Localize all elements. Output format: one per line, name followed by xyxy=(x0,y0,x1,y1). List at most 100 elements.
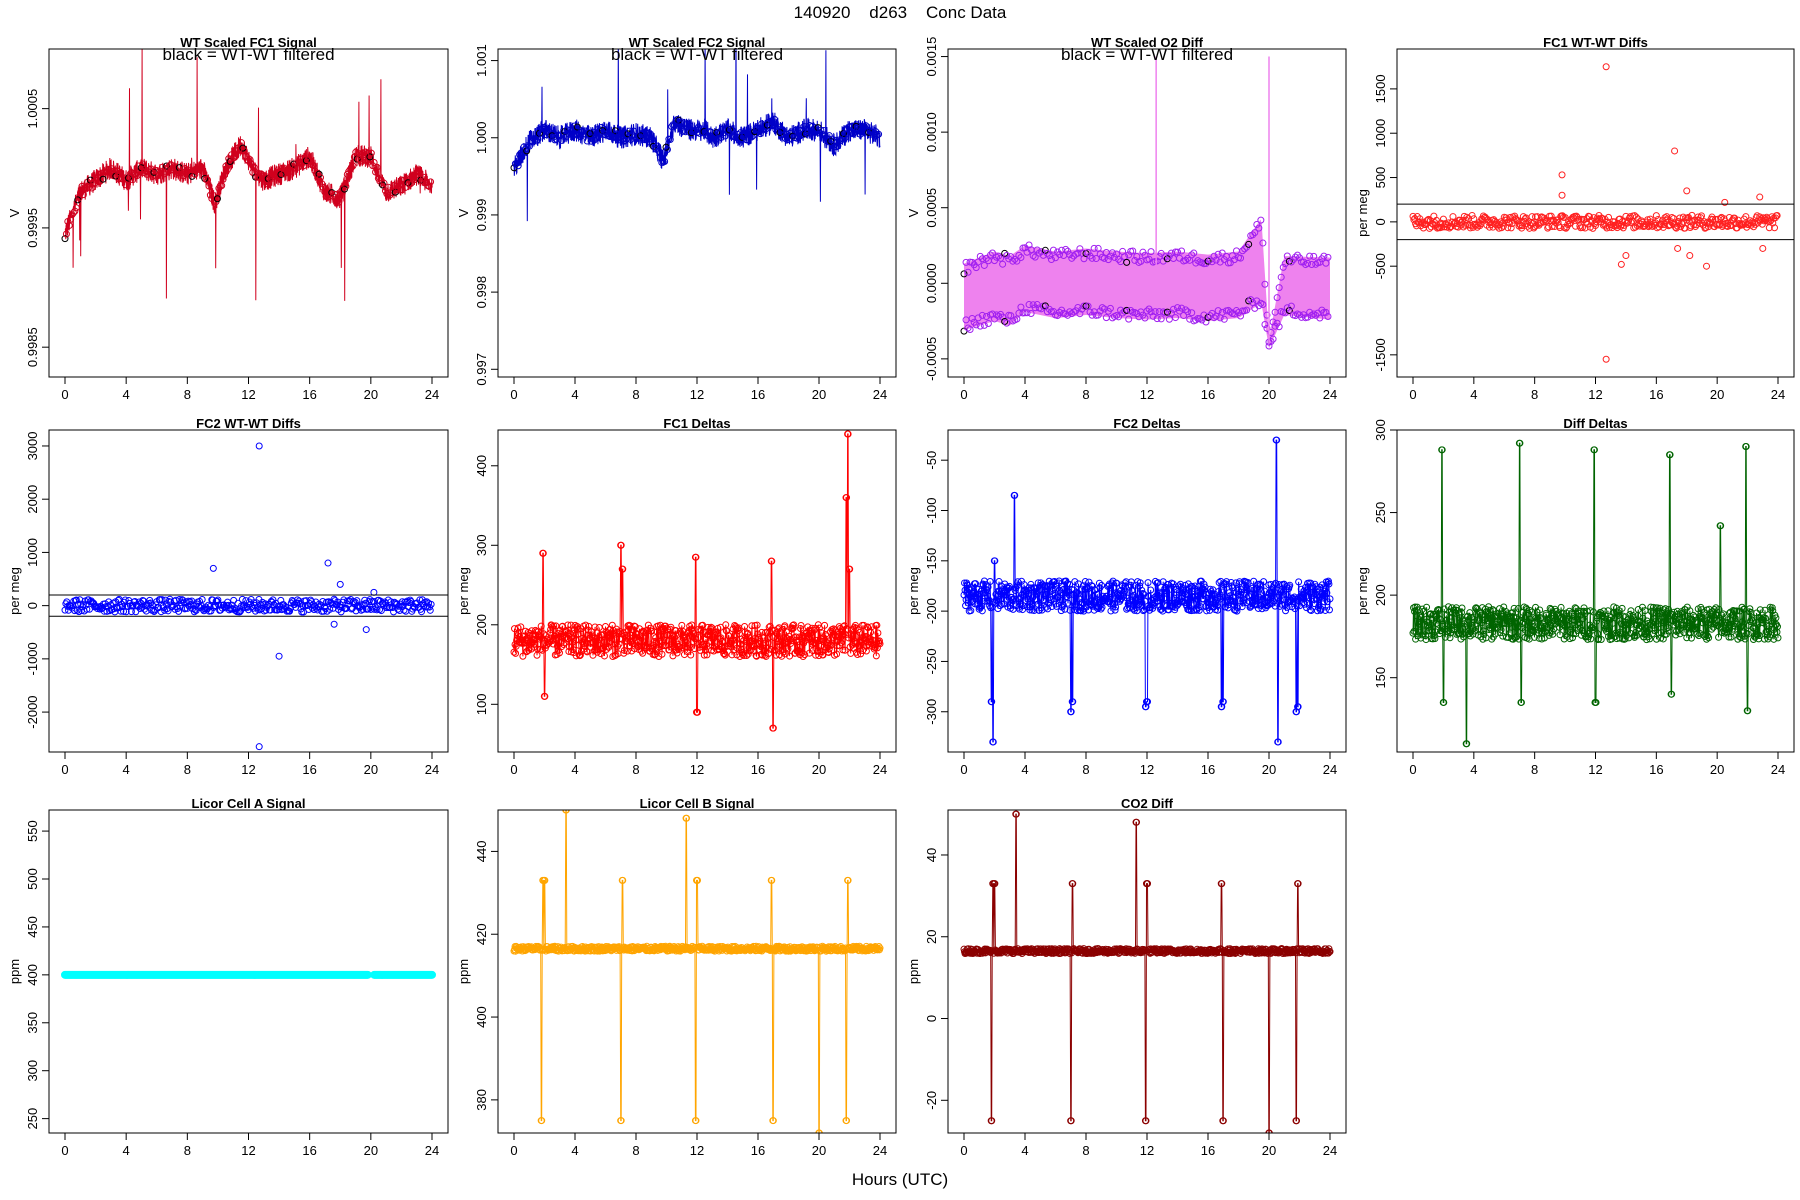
data-point xyxy=(342,182,350,190)
outlier-point xyxy=(1686,252,1694,260)
data-point xyxy=(977,603,985,611)
x-tick-label: 4 xyxy=(123,387,130,402)
panel-title: Diff Deltas xyxy=(1563,416,1627,431)
x-tick-label: 8 xyxy=(632,762,639,777)
y-tick-label: 1500 xyxy=(1373,74,1388,103)
y-tick-label: 250 xyxy=(25,1108,40,1130)
data-point xyxy=(1039,581,1047,589)
data-point xyxy=(1605,213,1613,221)
y-tick-label: 0.999 xyxy=(474,199,489,232)
plot-frame xyxy=(48,48,449,378)
data-point xyxy=(1161,253,1169,261)
data-point xyxy=(1660,618,1668,626)
data-point xyxy=(652,638,660,646)
y-tick-label: 0.0010 xyxy=(924,112,939,152)
data-point xyxy=(1228,584,1236,592)
x-tick-label: 12 xyxy=(690,387,704,402)
data-point xyxy=(1291,595,1299,603)
x-tick-label: 4 xyxy=(1470,387,1477,402)
data-point xyxy=(1218,703,1226,711)
data-point xyxy=(797,622,805,630)
data-point xyxy=(1224,604,1232,612)
data-point xyxy=(1501,619,1509,627)
data-point xyxy=(648,135,656,143)
data-point xyxy=(1627,219,1635,227)
data-point xyxy=(606,132,614,140)
x-tick-label: 0 xyxy=(61,762,68,777)
data-point xyxy=(794,646,802,654)
data-point xyxy=(425,182,433,190)
data-point xyxy=(876,640,884,648)
data-point xyxy=(784,645,792,653)
data-point xyxy=(1107,607,1115,615)
data-point xyxy=(1270,588,1278,596)
data-point xyxy=(1621,635,1629,643)
panel-title: FC2 Deltas xyxy=(1113,416,1180,431)
data-point xyxy=(557,630,565,638)
data-point xyxy=(825,645,833,653)
data-point xyxy=(1649,603,1657,611)
data-point xyxy=(964,582,972,590)
data-point xyxy=(719,637,727,645)
outlier-point xyxy=(1622,252,1630,260)
y-tick-label: 200 xyxy=(1373,584,1388,606)
series-line xyxy=(513,433,881,729)
data-point xyxy=(1654,620,1662,628)
data-point xyxy=(999,260,1007,268)
data-point xyxy=(1239,307,1247,315)
data-point xyxy=(1585,633,1593,641)
y-tick-label: -500 xyxy=(1373,253,1388,279)
data-point xyxy=(336,190,344,198)
data-point xyxy=(319,183,327,191)
data-point xyxy=(612,625,620,633)
series-points xyxy=(61,139,435,243)
data-point xyxy=(520,639,528,647)
data-point xyxy=(541,692,549,700)
data-point xyxy=(741,622,749,630)
plot-frame xyxy=(1396,429,1795,753)
y-tick-label: -1000 xyxy=(25,642,40,675)
data-point xyxy=(1486,606,1494,614)
data-point xyxy=(1310,252,1318,260)
data-point xyxy=(849,130,857,138)
data-point xyxy=(960,270,968,278)
data-point xyxy=(692,1117,700,1125)
y-tick-label: -250 xyxy=(924,648,939,674)
data-point xyxy=(981,597,989,605)
data-point xyxy=(1110,253,1118,261)
data-point xyxy=(1526,606,1534,614)
data-point xyxy=(1325,606,1333,614)
data-point xyxy=(1069,698,1077,706)
data-point xyxy=(206,191,214,199)
data-point xyxy=(633,642,641,650)
data-point xyxy=(1011,491,1019,499)
data-point xyxy=(1219,698,1227,706)
data-point xyxy=(1665,606,1672,614)
data-point xyxy=(1011,255,1019,263)
data-point xyxy=(833,650,841,658)
data-point xyxy=(218,182,226,190)
data-point xyxy=(789,624,797,632)
data-point xyxy=(72,204,80,212)
data-point xyxy=(1516,439,1524,447)
outlier-point xyxy=(255,743,263,751)
data-point xyxy=(149,173,157,181)
data-point xyxy=(129,601,137,609)
data-point xyxy=(583,137,591,145)
data-point xyxy=(242,152,250,160)
data-point xyxy=(683,814,691,822)
series-line xyxy=(513,810,881,1133)
data-point xyxy=(851,637,859,645)
data-point xyxy=(1306,606,1314,614)
data-point xyxy=(305,156,313,164)
data-point xyxy=(1272,579,1280,587)
data-point xyxy=(1142,703,1150,711)
data-point xyxy=(1515,635,1523,643)
data-point xyxy=(85,183,93,191)
data-point xyxy=(335,198,343,206)
data-point xyxy=(1191,582,1199,590)
data-point xyxy=(683,643,691,651)
data-point xyxy=(1273,294,1281,302)
